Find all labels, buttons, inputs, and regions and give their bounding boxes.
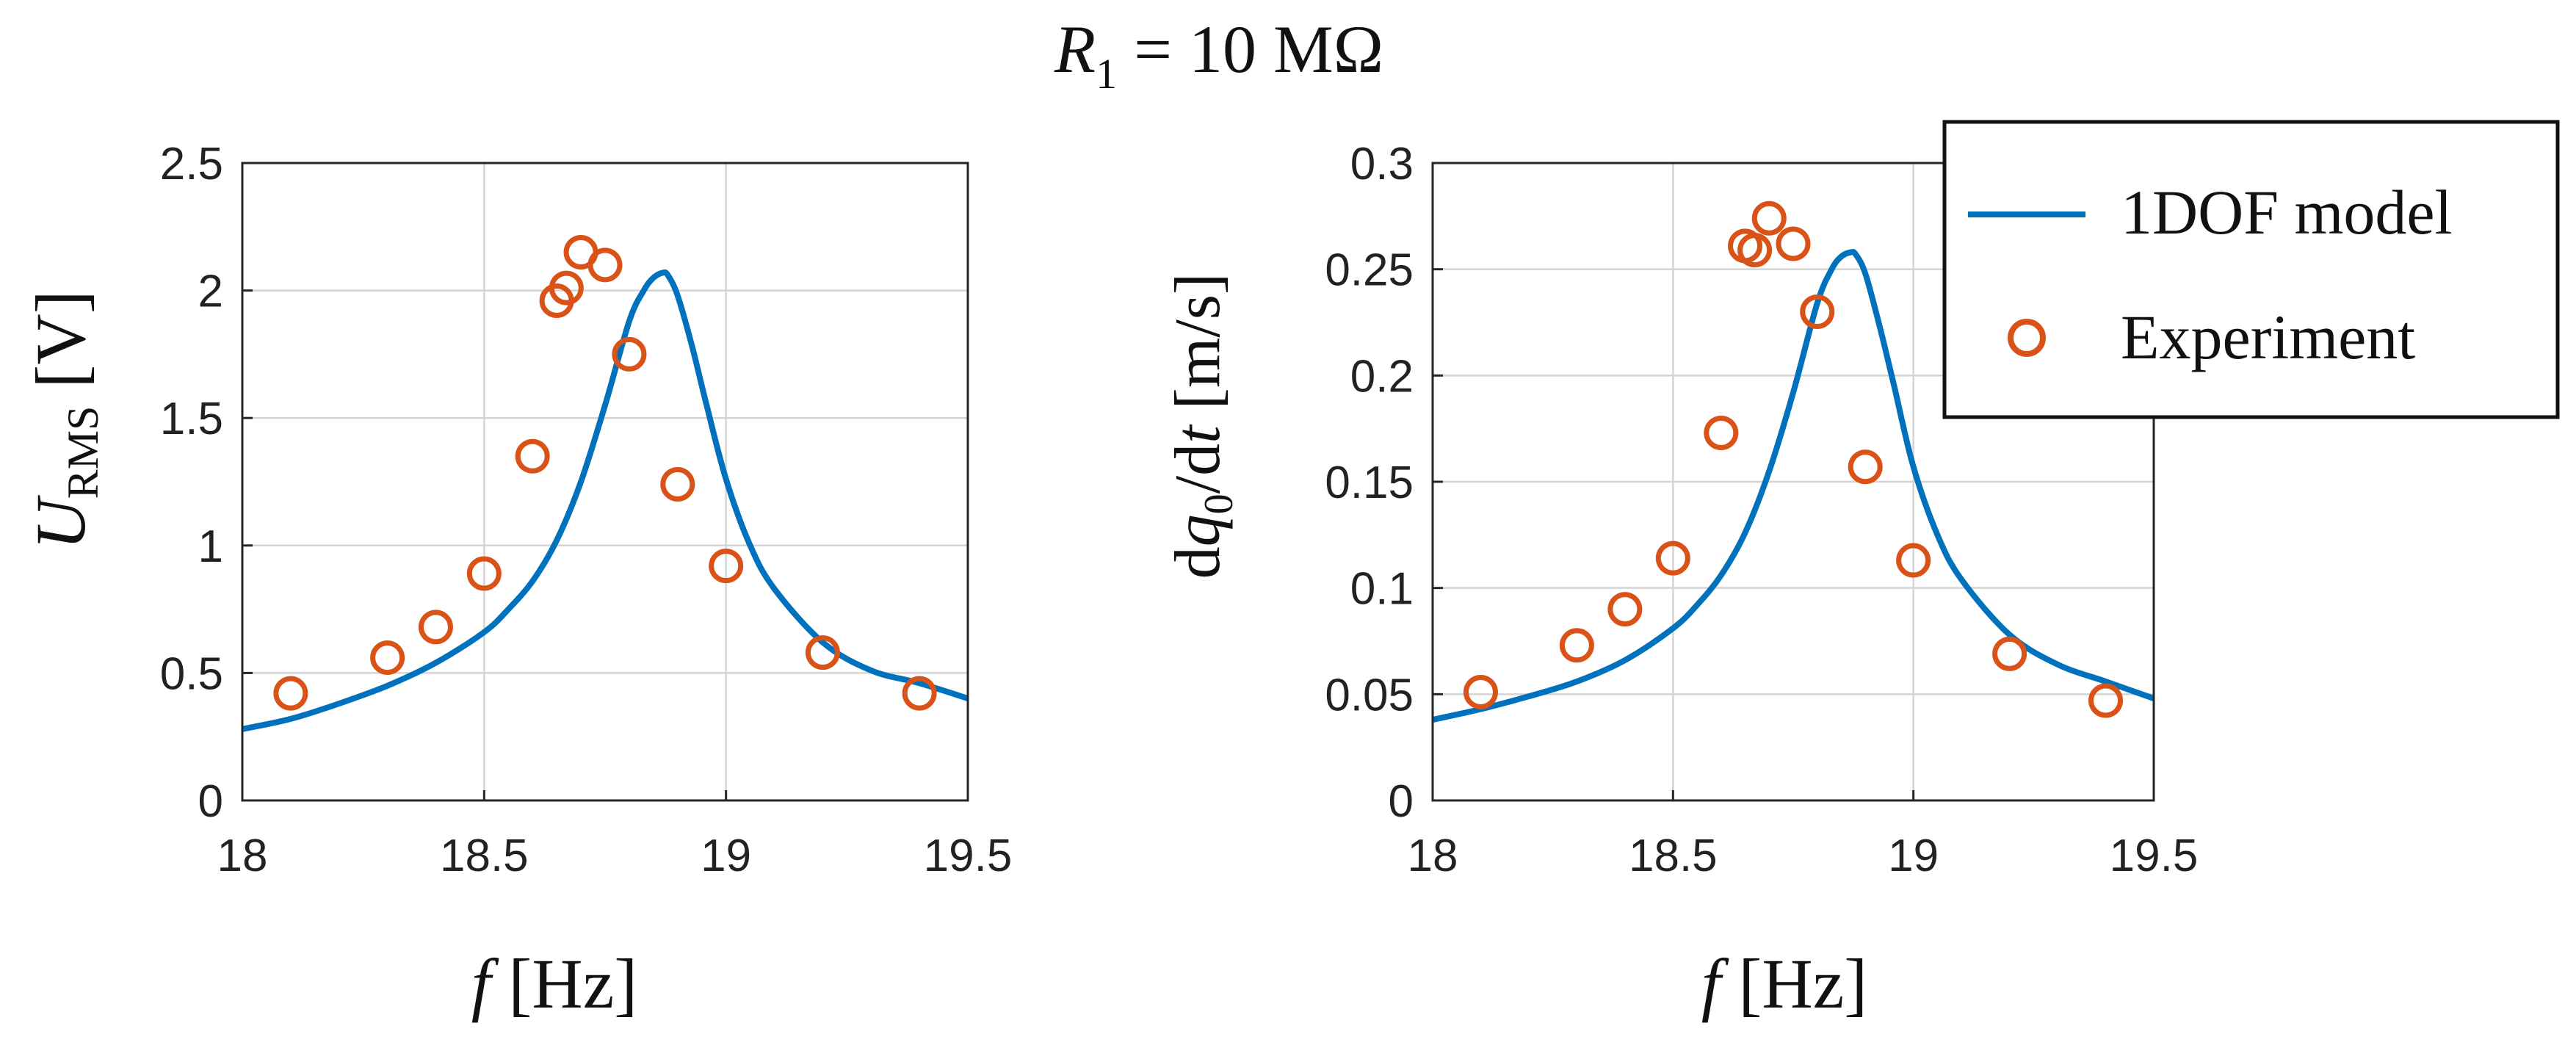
legend: 1DOF model Experiment (1942, 120, 2560, 419)
plot-voltage-experiment-point (902, 676, 937, 711)
plot-velocity-y-tick-label-6: 0.3 (1350, 139, 1414, 189)
plot-velocity-experiment-point (1896, 543, 1931, 578)
plot-voltage-experiment-point (549, 270, 584, 305)
plot-voltage-experiment-point (370, 640, 405, 676)
plot-voltage-x-label: f [Hz] (471, 944, 638, 1023)
plot-velocity-experiment-point (1848, 449, 1883, 485)
legend-experiment-marker (2008, 319, 2046, 357)
plot-voltage-y-label: URMS [V] (21, 290, 107, 549)
legend-model-label: 1DOF model (2121, 177, 2453, 247)
plot-voltage-experiment-point (466, 556, 502, 591)
plot-velocity-experiment-point (1463, 674, 1498, 709)
plot-velocity-y-tick-label-1: 0.05 (1325, 670, 1414, 720)
plot-voltage-y-ticks: 0 0.5 1 1.5 2 2.5 (160, 139, 253, 827)
y-label-var2: t (1162, 424, 1234, 444)
plot-voltage-experiment-point (273, 676, 308, 711)
plot-voltage-experiment-point (515, 438, 550, 474)
plot-velocity-x-tick-label-2: 19 (1888, 831, 1939, 881)
plot-velocity-x-ticks: 18 18.5 19 19.5 (1408, 790, 2199, 881)
plot-voltage-experiment-point (660, 466, 695, 502)
plot-velocity-experiment-point (1607, 592, 1643, 627)
plot-voltage-y-tick-label-3: 1.5 (160, 394, 223, 444)
plot-velocity-x-tick-label-1: 18.5 (1629, 831, 1718, 881)
plot-voltage-outline (241, 162, 969, 802)
plot-velocity-y-tick-label-0: 0 (1389, 776, 1414, 827)
plot-voltage-x-tick-label-1: 18.5 (440, 831, 529, 881)
plot-velocity-y-tick-label-4: 0.2 (1350, 351, 1414, 402)
plot-velocity-y-ticks: 0 0.05 0.1 0.15 0.2 0.25 0.3 (1325, 139, 1443, 827)
plot-velocity-x-tick-label-0: 18 (1408, 831, 1458, 881)
plot-voltage-x-tick-label-0: 18 (217, 831, 268, 881)
plot-velocity-y-tick-label-3: 0.15 (1325, 458, 1414, 508)
y-label-sub: 0 (1196, 493, 1242, 514)
plot-voltage-y-tick-label-5: 2.5 (160, 139, 223, 189)
y-label-unit: [m/s] (1162, 273, 1234, 426)
plot-velocity-experiment-point (1751, 200, 1787, 236)
y-label-mid: /d (1162, 444, 1234, 493)
plot-voltage-experiment-point (612, 336, 647, 372)
plot-voltage-experiment-point (709, 549, 744, 584)
plot-velocity-experiment-point (1800, 294, 1835, 330)
plot-voltage-x-ticks: 18 18.5 19 19.5 (217, 790, 1013, 881)
plot-velocity-experiment-point (2088, 683, 2124, 718)
y-label-unit: [V] (21, 290, 100, 405)
legend-experiment-label: Experiment (2121, 302, 2415, 372)
figure-title-rest: = 10 MΩ (1117, 12, 1383, 87)
plot-voltage-y-tick-label-0: 0 (198, 776, 223, 827)
plot-voltage: 0 0.5 1 1.5 2 2.5 18 18.5 19 19.5 (160, 139, 1013, 881)
y-label-var: q (1162, 514, 1234, 546)
plot-velocity-model-line (1433, 248, 2154, 723)
plot-voltage-model-line (242, 269, 968, 732)
x-label-unit: [Hz] (491, 944, 637, 1023)
plot-velocity-outline (1431, 162, 2155, 802)
plot-velocity-experiment-point (1704, 415, 1739, 450)
plot-voltage-y-tick-label-1: 0.5 (160, 648, 223, 699)
figure-title: R1 = 10 MΩ (1054, 12, 1383, 98)
plot-voltage-experiment-point (418, 610, 453, 645)
plot-velocity-y-tick-label-5: 0.25 (1325, 245, 1414, 296)
plot-voltage-y-tick-label-2: 1 (198, 521, 223, 572)
figure-title-sub: 1 (1096, 50, 1117, 98)
plot-voltage-frame (241, 162, 969, 802)
plot-voltage-x-tick-label-2: 19 (701, 831, 751, 881)
plot-voltage-y-tick-label-4: 2 (198, 267, 223, 317)
plot-voltage-series (242, 235, 968, 732)
y-label-sub: RMS (59, 406, 107, 499)
plot-velocity-series (1433, 200, 2154, 723)
plot-voltage-experiment-point (805, 635, 840, 670)
plot-velocity-y-tick-label-2: 0.1 (1350, 564, 1414, 615)
plot-velocity-experiment-point (1655, 540, 1690, 576)
y-label-pre: d (1162, 546, 1234, 579)
plot-velocity-x-tick-label-3: 19.5 (2110, 831, 2199, 881)
plot-voltage-experiment-point (587, 247, 623, 283)
plot-velocity-experiment-point (1737, 233, 1773, 268)
plot-velocity-experiment-point (1992, 636, 2027, 671)
plot-voltage-x-tick-label-3: 19.5 (924, 831, 1013, 881)
plot-velocity-experiment-point (1559, 628, 1594, 663)
figure-title-var: R (1054, 12, 1096, 87)
legend-box (1942, 120, 2560, 419)
plot-velocity-y-label: dq0/dt [m/s] (1162, 273, 1242, 579)
plot-velocity-x-label: f [Hz] (1701, 944, 1868, 1023)
y-label-var: U (21, 495, 100, 550)
plot-velocity-experiment-point (1776, 226, 1811, 261)
x-label-unit: [Hz] (1721, 944, 1867, 1023)
